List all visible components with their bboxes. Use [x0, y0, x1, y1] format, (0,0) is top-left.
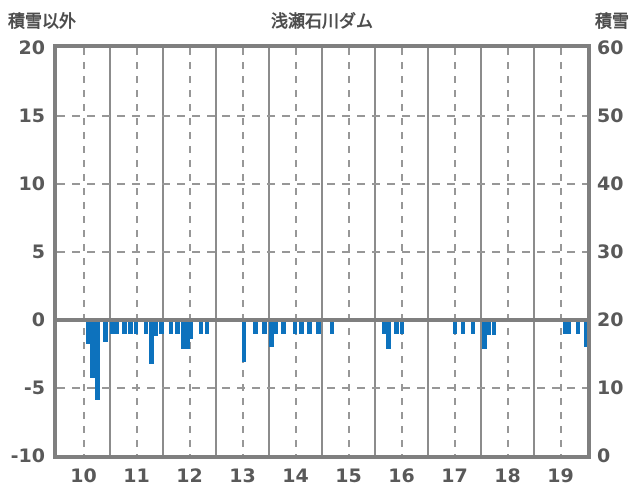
data-bar [281, 320, 286, 334]
data-bar [486, 320, 492, 335]
data-bar [386, 320, 391, 349]
y-left-tick-label: 5 [31, 241, 45, 263]
data-bar [273, 320, 278, 334]
data-bar [470, 320, 476, 334]
y-right-tick-label: 30 [597, 241, 624, 263]
y-right-tick-label: 40 [597, 173, 624, 195]
data-bar [103, 320, 108, 342]
data-bar [185, 320, 190, 349]
data-bar [583, 320, 587, 348]
x-tick-label: 14 [282, 465, 309, 487]
data-bar [175, 320, 180, 334]
y-left-tick-label: -5 [23, 377, 45, 399]
data-bar [204, 320, 210, 334]
y-left-tick-label: 15 [18, 105, 45, 127]
data-bar [269, 320, 274, 348]
gridline-horizontal-dashed [57, 387, 587, 389]
data-bar [114, 320, 120, 334]
x-tick-label: 13 [229, 465, 256, 487]
data-bar [86, 320, 91, 345]
data-bar [168, 320, 174, 334]
zero-baseline [57, 318, 587, 322]
data-bar [491, 320, 497, 335]
gridline-horizontal-dashed [57, 183, 587, 185]
data-bar [128, 320, 133, 334]
data-bar [394, 320, 399, 334]
data-bar [460, 320, 466, 334]
data-bar [95, 320, 100, 401]
x-tick-label: 19 [547, 465, 574, 487]
x-tick-label: 11 [123, 465, 150, 487]
data-bar [188, 320, 194, 340]
y-right-tick-label: 60 [597, 37, 624, 59]
data-bar [299, 320, 304, 334]
right-axis-title: 積雪 [595, 12, 629, 32]
gridline-horizontal-dashed [57, 115, 587, 117]
y-right-tick-label: 10 [597, 377, 624, 399]
data-bar [566, 320, 572, 334]
data-bar [381, 320, 387, 334]
data-bar [329, 320, 335, 334]
data-bar [262, 320, 267, 334]
x-tick-label: 18 [494, 465, 521, 487]
data-bar [198, 320, 203, 334]
data-bar [316, 320, 321, 334]
y-left-tick-label: 20 [18, 37, 45, 59]
data-bar [241, 320, 247, 363]
data-bar [143, 320, 149, 334]
data-bar [575, 320, 581, 334]
y-right-tick-label: 50 [597, 105, 624, 127]
x-tick-label: 12 [176, 465, 203, 487]
x-tick-label: 16 [388, 465, 415, 487]
data-bar [452, 320, 458, 334]
x-tick-label: 10 [70, 465, 97, 487]
data-bar [399, 320, 405, 334]
data-bar [181, 320, 186, 349]
data-bar [159, 320, 164, 334]
data-bar [149, 320, 154, 364]
data-bar [110, 320, 115, 334]
y-left-tick-label: -10 [10, 445, 45, 467]
y-left-tick-label: 10 [18, 173, 45, 195]
data-bar [90, 320, 95, 379]
y-left-tick-label: 0 [31, 309, 45, 331]
plot-area [53, 44, 591, 459]
gridline-horizontal-dashed [57, 251, 587, 253]
data-bar [153, 320, 158, 337]
data-bar [307, 320, 312, 334]
x-tick-label: 15 [335, 465, 362, 487]
data-bar [122, 320, 127, 334]
data-bar [292, 320, 298, 334]
y-right-tick-label: 0 [597, 445, 611, 467]
x-tick-label: 17 [441, 465, 468, 487]
data-bar [133, 320, 139, 334]
y-right-tick-label: 20 [597, 309, 624, 331]
data-bar [482, 320, 487, 349]
data-bar [563, 320, 568, 334]
chart-title: 浅瀬石川ダム [271, 12, 373, 32]
data-bar [253, 320, 258, 334]
left-axis-title: 積雪以外 [8, 12, 76, 32]
